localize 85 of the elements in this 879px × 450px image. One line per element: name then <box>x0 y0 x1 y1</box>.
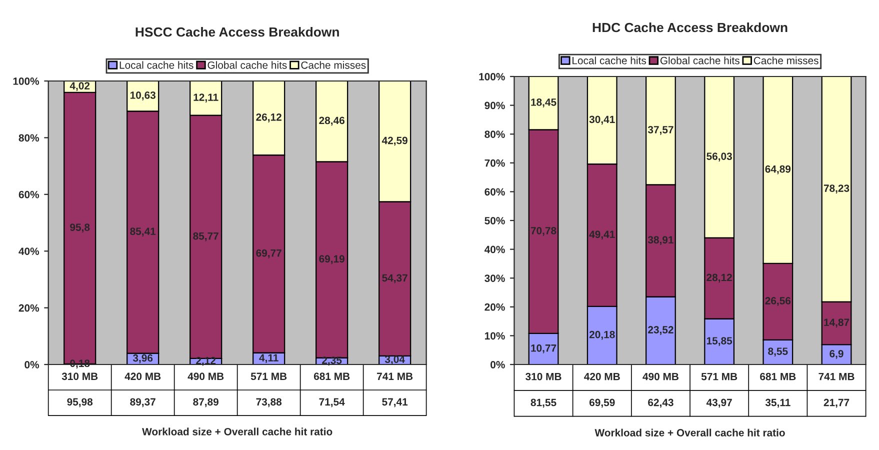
legend-label: Cache misses <box>754 56 818 64</box>
y-tick-label: 20% <box>18 304 40 312</box>
data-label: 64,89 <box>765 165 791 174</box>
y-tick-label: 80% <box>18 134 40 142</box>
data-label: 28,12 <box>706 274 732 283</box>
legend-label: Cache misses <box>301 61 366 69</box>
y-tick-label: 0% <box>24 361 40 368</box>
x-tick-label: 571 MB <box>701 372 738 380</box>
data-label: 85,41 <box>130 228 156 237</box>
y-tick-label: 40% <box>18 248 40 255</box>
data-label: 56,03 <box>706 152 732 162</box>
y-tick-label: 60% <box>484 188 505 196</box>
data-label: 20,18 <box>589 330 615 340</box>
data-label: 4,11 <box>259 354 278 363</box>
x-tick-label: 420 MB <box>124 372 161 380</box>
x-tick-label: 310 MB <box>62 372 98 380</box>
y-tick-label: 50% <box>484 217 505 224</box>
data-label: 37,57 <box>648 126 674 135</box>
data-label: 49,41 <box>589 230 615 240</box>
data-label: 2,35 <box>322 356 342 366</box>
data-label: 69,19 <box>319 255 344 264</box>
text: 35,11 <box>765 398 790 408</box>
x-tick-label: 741 MB <box>818 372 854 380</box>
chart-title: HSCC Cache Access Breakdown <box>136 26 339 37</box>
x-tick-label: 571 MB <box>250 372 287 380</box>
text: 43,97 <box>706 398 732 408</box>
data-label: 8,55 <box>768 348 788 356</box>
y-tick-label: 100% <box>13 78 40 85</box>
text: 89,37 <box>130 398 156 408</box>
x-tick-label: 681 MB <box>314 372 350 380</box>
x-tick-label: 681 MB <box>760 372 796 380</box>
text: 21,77 <box>824 398 850 408</box>
text: 87,89 <box>193 398 218 408</box>
x-tick-label: 310 MB <box>526 372 562 380</box>
text: 95,98 <box>67 398 93 408</box>
data-label: 10,63 <box>130 91 156 100</box>
y-tick-label: 100% <box>479 73 505 80</box>
text: 71,54 <box>319 398 345 408</box>
y-tick-label: 0% <box>490 361 505 368</box>
data-label: 30,41 <box>589 116 615 125</box>
x-axis-title: Workload size + Overall cache hit ratio <box>142 428 332 436</box>
text: 62,43 <box>648 398 674 408</box>
y-tick-label: 20% <box>484 303 505 311</box>
legend-label: Local cache hits <box>572 56 646 64</box>
y-tick-label: 10% <box>484 332 505 340</box>
text: 73,88 <box>256 398 282 408</box>
x-tick-label: 490 MB <box>642 372 678 380</box>
data-label: 69,77 <box>256 249 282 258</box>
data-label: 26,12 <box>256 113 282 122</box>
data-label: 95,8 <box>70 224 90 232</box>
text: 57,41 <box>382 398 408 408</box>
y-tick-label: 60% <box>18 190 40 198</box>
x-tick-label: 741 MB <box>377 372 413 380</box>
x-tick-label: 490 MB <box>188 372 224 380</box>
data-label: 4,02 <box>70 82 90 92</box>
legend-label: Local cache hits <box>120 61 194 69</box>
y-tick-label: 80% <box>484 130 505 138</box>
data-label: 85,77 <box>193 232 218 242</box>
x-axis-title: Workload size + Overall cache hit ratio <box>594 428 785 436</box>
data-label: 42,59 <box>382 136 408 146</box>
text: 69,59 <box>589 398 615 408</box>
legend-label: Global cache hits <box>208 61 287 69</box>
data-label: 78,23 <box>824 184 850 194</box>
data-label: 28,46 <box>319 116 344 126</box>
x-tick-label: 420 MB <box>584 372 620 380</box>
y-tick-label: 30% <box>484 274 505 282</box>
data-label: 15,85 <box>706 337 732 346</box>
data-label: 54,37 <box>382 274 408 284</box>
text: 81,55 <box>530 398 556 408</box>
data-label: 3,96 <box>132 354 153 364</box>
data-label: 10,77 <box>531 344 556 354</box>
data-label: 12,11 <box>194 94 218 102</box>
data-label: 23,52 <box>648 326 674 335</box>
chart-title: HDC Cache Access Breakdown <box>592 22 788 32</box>
y-tick-label: 90% <box>484 102 505 110</box>
data-label: 14,87 <box>824 318 850 328</box>
y-tick-label: 40% <box>484 246 505 254</box>
data-label: 26,56 <box>765 297 791 306</box>
data-label: 38,91 <box>648 236 674 246</box>
y-tick-label: 70% <box>484 159 505 167</box>
data-label: 3,04 <box>384 356 405 364</box>
data-label: 6,9 <box>830 350 844 359</box>
data-label: 18,45 <box>531 98 556 108</box>
data-label: 70,78 <box>530 226 556 236</box>
legend-label: Global cache hits <box>660 56 740 64</box>
